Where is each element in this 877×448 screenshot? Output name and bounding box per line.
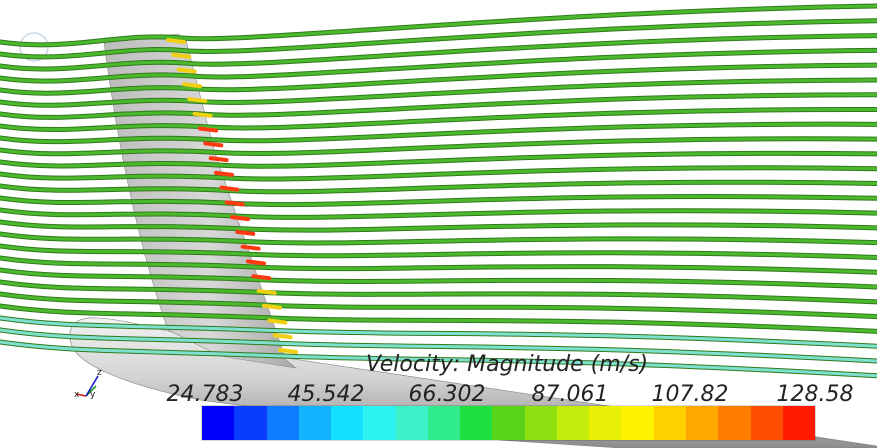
streamline (0, 108, 877, 132)
high-velocity-streak (171, 52, 192, 59)
colorbar-segment (556, 406, 590, 440)
streamline (0, 137, 877, 156)
high-velocity-streak (224, 200, 245, 207)
streamline (0, 195, 877, 207)
streamline (0, 292, 877, 319)
streamline (0, 340, 877, 378)
wing-velocity-highlights (166, 38, 298, 354)
streamline (0, 280, 877, 304)
axis-label-y: y (90, 390, 96, 400)
high-velocity-streak (166, 38, 186, 44)
high-velocity-streak (230, 215, 250, 222)
colorbar-title: Velocity: Magnitude (m/s) (366, 352, 649, 377)
colorbar-segment (589, 406, 622, 440)
high-velocity-streak (251, 274, 272, 281)
streamline (0, 208, 877, 219)
high-velocity-streak (208, 156, 229, 163)
colorbar-segment (750, 406, 783, 440)
high-velocity-streak (198, 126, 218, 133)
streamline (0, 78, 877, 107)
streamline (0, 328, 877, 363)
high-velocity-streak (246, 259, 266, 266)
high-velocity-streak (176, 67, 197, 74)
streamline (0, 232, 877, 245)
colorbar-segment (718, 406, 751, 440)
colorbar-segment (621, 406, 654, 440)
high-velocity-streak (235, 229, 256, 236)
colorbar-tick-label: 87.061 (531, 382, 609, 407)
streamline (0, 93, 877, 119)
axis-label-z: z (97, 368, 102, 378)
streamline (0, 19, 877, 59)
high-velocity-streak (214, 170, 234, 177)
high-velocity-streak (182, 82, 202, 89)
colorbar-segment (653, 406, 686, 440)
streamline (0, 63, 877, 95)
high-velocity-streak (240, 244, 261, 251)
high-velocity-streak (267, 318, 288, 325)
streamline (0, 48, 877, 83)
orientation-axes-triad: z y x (74, 368, 114, 408)
colorbar-tick-label: 24.783 (166, 382, 244, 407)
colorbar-segment (492, 406, 525, 440)
colorbar-segment (685, 406, 719, 440)
colorbar-segment (266, 406, 299, 440)
colorbar-segment (460, 406, 493, 440)
colorbar-segment (782, 406, 816, 440)
colorbar-tick-label: 66.302 (408, 382, 486, 407)
streamline (0, 122, 877, 144)
streamline (0, 180, 877, 194)
streamline (0, 166, 877, 181)
streamline (0, 256, 877, 274)
high-velocity-streak (219, 185, 240, 192)
streamline (0, 151, 877, 168)
high-velocity-streak (262, 303, 282, 310)
colorbar-segment (331, 406, 364, 440)
colorbar-segment (202, 406, 235, 440)
colorbar-tick-label: 128.58 (776, 382, 854, 407)
high-velocity-streak (187, 97, 208, 104)
colorbar-segment (363, 406, 396, 440)
colorbar-segment (298, 406, 332, 440)
axis-label-x: x (74, 390, 80, 400)
streamline (0, 316, 877, 348)
streamline (0, 4, 877, 47)
streamline (0, 244, 877, 259)
colorbar-segment (524, 406, 557, 440)
streamline (0, 304, 877, 333)
high-velocity-streak (192, 111, 213, 118)
colorbar-tick-label: 45.542 (287, 382, 365, 407)
high-velocity-streak (256, 288, 277, 295)
high-velocity-streak (278, 348, 298, 354)
colorbar-gradient (202, 406, 816, 440)
high-velocity-streak (203, 141, 224, 148)
streamline-outline (0, 267, 877, 290)
colorbar-segment (234, 406, 267, 440)
streamline (0, 34, 877, 71)
streamline (0, 268, 877, 289)
colorbar-segment (395, 406, 428, 440)
high-velocity-streak (272, 333, 293, 340)
colorbar-tick-label: 107.82 (651, 382, 729, 407)
colorbar-segment (427, 406, 461, 440)
streamline (0, 220, 877, 232)
streamline-group (0, 3, 877, 379)
